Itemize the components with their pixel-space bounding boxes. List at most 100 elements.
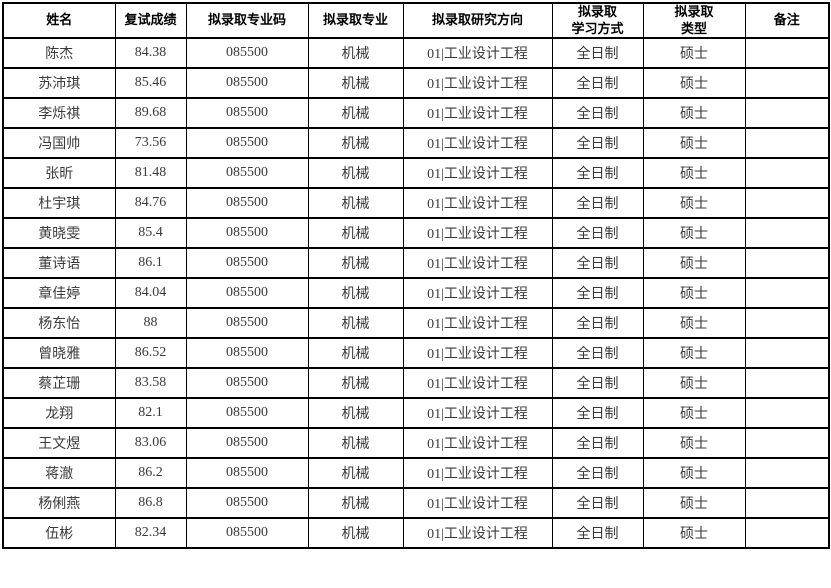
cell-major-code: 085500 xyxy=(185,277,309,309)
cell-direction: 01|工业设计工程 xyxy=(402,67,553,99)
table-row: 杜宇琪 84.76 085500 机械 01|工业设计工程 全日制 硕士 xyxy=(2,187,830,219)
cell-direction: 01|工业设计工程 xyxy=(402,277,553,309)
cell-score: 81.48 xyxy=(114,157,187,189)
cell-name: 张昕 xyxy=(2,157,116,189)
cell-score: 83.58 xyxy=(114,367,187,399)
cell-score: 84.38 xyxy=(114,37,187,69)
cell-name: 王文煜 xyxy=(2,427,116,459)
table-row: 陈杰 84.38 085500 机械 01|工业设计工程 全日制 硕士 xyxy=(2,37,830,69)
cell-admit-type: 硕士 xyxy=(642,217,746,249)
cell-major: 机械 xyxy=(307,307,404,339)
cell-remark xyxy=(744,97,830,129)
cell-major-code: 085500 xyxy=(185,217,309,249)
cell-major: 机械 xyxy=(307,247,404,279)
cell-admit-type: 硕士 xyxy=(642,397,746,429)
cell-major: 机械 xyxy=(307,487,404,519)
cell-remark xyxy=(744,157,830,189)
cell-remark xyxy=(744,517,830,549)
cell-major: 机械 xyxy=(307,337,404,369)
table-row: 李烁祺 89.68 085500 机械 01|工业设计工程 全日制 硕士 xyxy=(2,97,830,129)
cell-direction: 01|工业设计工程 xyxy=(402,157,553,189)
cell-admit-type: 硕士 xyxy=(642,307,746,339)
table-row: 张昕 81.48 085500 机械 01|工业设计工程 全日制 硕士 xyxy=(2,157,830,189)
cell-score: 73.56 xyxy=(114,127,187,159)
cell-name: 苏沛琪 xyxy=(2,67,116,99)
cell-direction: 01|工业设计工程 xyxy=(402,247,553,279)
cell-score: 86.1 xyxy=(114,247,187,279)
cell-study-mode: 全日制 xyxy=(551,487,644,519)
table-row: 章佳婷 84.04 085500 机械 01|工业设计工程 全日制 硕士 xyxy=(2,277,830,309)
cell-major: 机械 xyxy=(307,217,404,249)
cell-direction: 01|工业设计工程 xyxy=(402,37,553,69)
cell-score: 82.34 xyxy=(114,517,187,549)
cell-remark xyxy=(744,67,830,99)
cell-remark xyxy=(744,247,830,279)
cell-remark xyxy=(744,397,830,429)
cell-name: 伍彬 xyxy=(2,517,116,549)
cell-study-mode: 全日制 xyxy=(551,67,644,99)
cell-study-mode: 全日制 xyxy=(551,457,644,489)
cell-name: 龙翔 xyxy=(2,397,116,429)
cell-admit-type: 硕士 xyxy=(642,517,746,549)
cell-remark xyxy=(744,127,830,159)
cell-admit-type: 硕士 xyxy=(642,487,746,519)
table-row: 冯国帅 73.56 085500 机械 01|工业设计工程 全日制 硕士 xyxy=(2,127,830,159)
cell-score: 86.2 xyxy=(114,457,187,489)
column-header-major-code: 拟录取专业码 xyxy=(185,2,309,39)
cell-direction: 01|工业设计工程 xyxy=(402,127,553,159)
cell-major-code: 085500 xyxy=(185,457,309,489)
cell-study-mode: 全日制 xyxy=(551,517,644,549)
cell-name: 杜宇琪 xyxy=(2,187,116,219)
cell-admit-type: 硕士 xyxy=(642,157,746,189)
cell-major-code: 085500 xyxy=(185,397,309,429)
table-row: 王文煜 83.06 085500 机械 01|工业设计工程 全日制 硕士 xyxy=(2,427,830,459)
cell-study-mode: 全日制 xyxy=(551,37,644,69)
cell-remark xyxy=(744,337,830,369)
table-row: 龙翔 82.1 085500 机械 01|工业设计工程 全日制 硕士 xyxy=(2,397,830,429)
table-row: 曾晓雅 86.52 085500 机械 01|工业设计工程 全日制 硕士 xyxy=(2,337,830,369)
cell-study-mode: 全日制 xyxy=(551,217,644,249)
cell-score: 82.1 xyxy=(114,397,187,429)
cell-direction: 01|工业设计工程 xyxy=(402,307,553,339)
table-header-row: 姓名 复试成绩 拟录取专业码 拟录取专业 拟录取研究方向 拟录取 学习方式 拟录取 类型 备注 xyxy=(2,2,830,39)
cell-score: 84.04 xyxy=(114,277,187,309)
cell-score: 89.68 xyxy=(114,97,187,129)
cell-name: 章佳婷 xyxy=(2,277,116,309)
cell-remark xyxy=(744,277,830,309)
cell-major: 机械 xyxy=(307,157,404,189)
cell-name: 杨俐燕 xyxy=(2,487,116,519)
cell-admit-type: 硕士 xyxy=(642,367,746,399)
cell-score: 84.76 xyxy=(114,187,187,219)
cell-name: 李烁祺 xyxy=(2,97,116,129)
cell-admit-type: 硕士 xyxy=(642,457,746,489)
cell-admit-type: 硕士 xyxy=(642,97,746,129)
column-header-admit-type: 拟录取 类型 xyxy=(642,2,746,39)
cell-remark xyxy=(744,487,830,519)
cell-direction: 01|工业设计工程 xyxy=(402,367,553,399)
cell-name: 蔡芷珊 xyxy=(2,367,116,399)
cell-study-mode: 全日制 xyxy=(551,427,644,459)
cell-name: 杨东怡 xyxy=(2,307,116,339)
cell-study-mode: 全日制 xyxy=(551,337,644,369)
cell-name: 陈杰 xyxy=(2,37,116,69)
cell-name: 冯国帅 xyxy=(2,127,116,159)
cell-major: 机械 xyxy=(307,427,404,459)
cell-score: 88 xyxy=(114,307,187,339)
cell-major-code: 085500 xyxy=(185,187,309,219)
cell-study-mode: 全日制 xyxy=(551,367,644,399)
cell-major: 机械 xyxy=(307,67,404,99)
cell-direction: 01|工业设计工程 xyxy=(402,457,553,489)
column-header-study-mode: 拟录取 学习方式 xyxy=(551,2,644,39)
table-row: 董诗语 86.1 085500 机械 01|工业设计工程 全日制 硕士 xyxy=(2,247,830,279)
table-row: 杨东怡 88 085500 机械 01|工业设计工程 全日制 硕士 xyxy=(2,307,830,339)
cell-major: 机械 xyxy=(307,127,404,159)
cell-score: 85.4 xyxy=(114,217,187,249)
cell-score: 83.06 xyxy=(114,427,187,459)
cell-study-mode: 全日制 xyxy=(551,127,644,159)
cell-admit-type: 硕士 xyxy=(642,127,746,159)
cell-major-code: 085500 xyxy=(185,427,309,459)
cell-admit-type: 硕士 xyxy=(642,247,746,279)
cell-major-code: 085500 xyxy=(185,487,309,519)
cell-major: 机械 xyxy=(307,97,404,129)
table-row: 苏沛琪 85.46 085500 机械 01|工业设计工程 全日制 硕士 xyxy=(2,67,830,99)
